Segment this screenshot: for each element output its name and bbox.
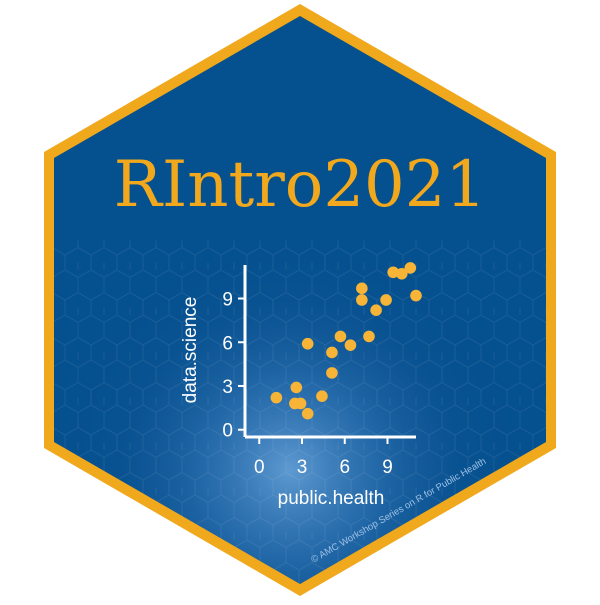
data-point: [370, 304, 382, 316]
data-point: [380, 294, 392, 306]
data-point: [326, 346, 338, 359]
data-point: [270, 391, 283, 404]
y-tick-label: 6: [222, 333, 233, 354]
x-tick-label: 6: [339, 457, 350, 478]
y-axis-label: data.science: [180, 297, 201, 404]
data-point: [356, 282, 368, 295]
sticker-title: RIntro2021: [114, 148, 486, 222]
y-tick-label: 3: [222, 377, 233, 398]
data-point: [294, 397, 307, 410]
x-axis-label: public.health: [278, 488, 385, 509]
scatter-plot: 0 3 6 9 0 3 6 9 public.health data.science: [180, 262, 422, 509]
data-point: [290, 381, 303, 394]
data-point: [334, 330, 347, 343]
x-tick-label: 3: [297, 457, 308, 478]
data-point: [387, 266, 400, 279]
data-point: [395, 267, 408, 280]
data-point: [326, 367, 338, 379]
data-point: [363, 330, 375, 343]
data-point: [344, 339, 357, 351]
data-point: [301, 337, 314, 350]
y-tick-label: 9: [222, 290, 233, 311]
x-tick-label: 9: [382, 457, 393, 478]
y-tick-label: 0: [222, 421, 233, 442]
data-point: [301, 407, 314, 420]
data-point: [356, 294, 368, 306]
x-tick-label: 0: [254, 457, 265, 478]
data-point: [404, 262, 417, 274]
data-point: [410, 289, 422, 302]
data-point: [316, 390, 328, 402]
